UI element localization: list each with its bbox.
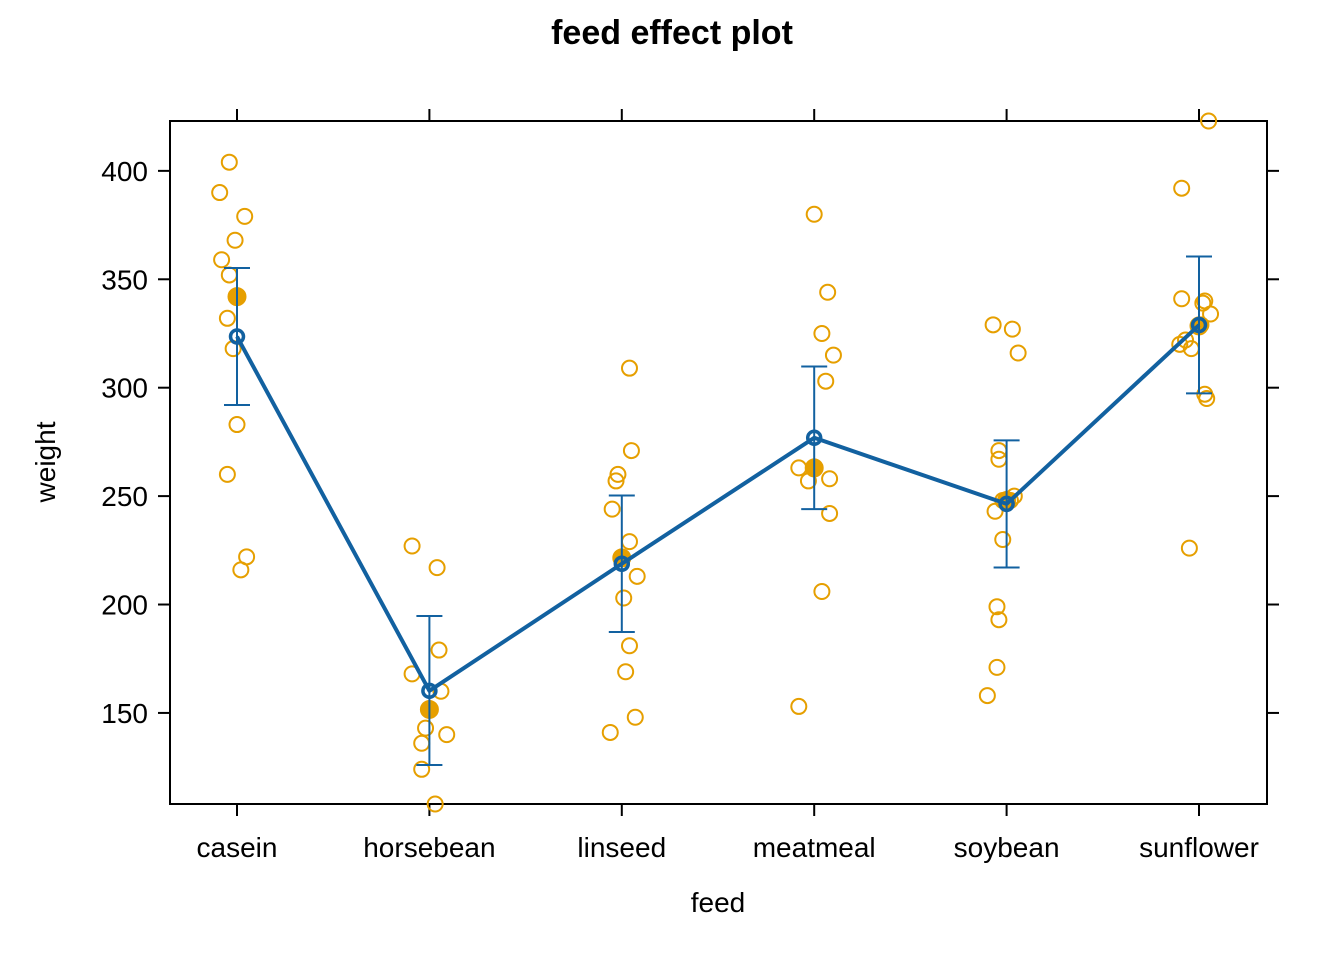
- data-point: [428, 559, 446, 577]
- data-point: [628, 567, 646, 585]
- data-point: [620, 533, 638, 551]
- data-point: [819, 283, 837, 301]
- y-tick-label: 300: [101, 373, 148, 404]
- x-axis-label: feed: [691, 887, 746, 918]
- data-point: [417, 719, 435, 737]
- data-point: [1177, 331, 1195, 349]
- data-point: [626, 708, 644, 726]
- data-point: [226, 231, 244, 249]
- data-point: [232, 561, 250, 579]
- data-point: [607, 472, 625, 490]
- plot-frame: [169, 120, 1268, 805]
- data-point: [218, 309, 236, 327]
- data-point: [817, 372, 835, 390]
- data-point: [790, 697, 808, 715]
- data-point: [1200, 112, 1218, 130]
- data-point: [413, 760, 431, 778]
- data-point: [978, 687, 996, 705]
- data-point: [430, 641, 448, 659]
- data-point: [1003, 320, 1021, 338]
- fitted-point: [228, 328, 246, 345]
- fitted-point: [1190, 316, 1208, 334]
- data-point: [1173, 179, 1191, 197]
- fitted-point: [998, 495, 1015, 513]
- effect-line: [235, 323, 1201, 693]
- data-point: [617, 663, 635, 681]
- data-point: [1198, 390, 1216, 408]
- y-axis-label: weight: [30, 421, 61, 503]
- data-point: [790, 459, 808, 477]
- data-point: [426, 795, 444, 813]
- data-point: [813, 324, 831, 342]
- x-tick-label: linseed: [577, 832, 666, 863]
- data-point: [984, 316, 1002, 334]
- y-tick-label: 150: [101, 698, 148, 729]
- data-point: [1173, 290, 1191, 308]
- data-point: [413, 734, 431, 752]
- data-point: [994, 530, 1012, 548]
- data-point: [609, 465, 627, 483]
- data-point: [615, 589, 633, 607]
- data-point: [622, 442, 640, 460]
- data-point: [805, 205, 823, 223]
- y-tick-label: 350: [101, 264, 148, 295]
- x-tick-label: horsebean: [363, 832, 495, 863]
- data-point: [213, 251, 231, 269]
- data-point: [403, 537, 421, 555]
- data-point: [620, 637, 638, 655]
- x-tick-label: soybean: [954, 832, 1060, 863]
- data-point: [1009, 344, 1027, 362]
- fitted-point: [421, 682, 438, 700]
- data-point: [813, 583, 831, 601]
- data-point: [821, 470, 839, 488]
- y-tick-label: 250: [101, 481, 148, 512]
- data-point: [220, 153, 238, 171]
- observation-points: [211, 112, 1220, 813]
- data-point: [603, 500, 621, 518]
- data-point: [824, 346, 842, 364]
- data-point: [990, 611, 1008, 629]
- data-point: [220, 266, 238, 284]
- data-point: [236, 207, 254, 225]
- x-tick-label: casein: [197, 832, 278, 863]
- effect-line-layer: [224, 255, 1212, 766]
- data-point: [438, 726, 456, 744]
- data-point: [1180, 539, 1198, 557]
- data-point: [211, 184, 229, 202]
- data-point: [821, 504, 839, 522]
- data-point: [990, 442, 1008, 460]
- chart-title: feed effect plot: [551, 14, 793, 52]
- data-point: [988, 598, 1006, 616]
- x-tick-label: meatmeal: [753, 832, 876, 863]
- x-tick-label: sunflower: [1139, 832, 1259, 863]
- x-axis: casein horsebean linseed meatmeal soybean sun…: [197, 109, 1259, 863]
- data-point: [228, 416, 246, 434]
- y-axis: 150 200 250 300 350 400: [101, 156, 1279, 729]
- fitted-point: [805, 429, 823, 447]
- fitted-point: [613, 555, 631, 573]
- data-point: [218, 465, 236, 483]
- data-point: [988, 658, 1006, 676]
- data-point: [990, 450, 1008, 468]
- y-tick-label: 200: [101, 590, 148, 621]
- data-point: [601, 723, 619, 741]
- data-point: [1202, 305, 1220, 323]
- data-point: [620, 359, 638, 377]
- y-tick-label: 400: [101, 156, 148, 187]
